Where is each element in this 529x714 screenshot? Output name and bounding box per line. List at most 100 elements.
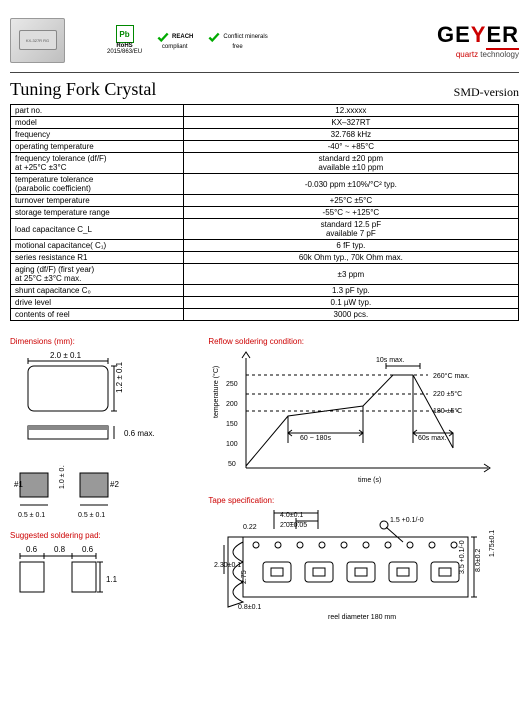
svg-text:time (s): time (s) [358, 477, 381, 484]
logo-tagline: quartz technology [437, 50, 519, 59]
spec-value: -0.030 ppm ±10%/°C² typ. [183, 174, 518, 195]
diagrams-area: Dimensions (mm): 2.0 ± 0.1 1.2 ± 0.1 0.6… [0, 331, 529, 639]
header: KX-327R RG Pb RoHS 2015/863/EU REACH com… [0, 0, 529, 70]
svg-text:200: 200 [226, 401, 238, 408]
spec-value: standard ±20 ppmavailable ±10 ppm [183, 153, 518, 174]
logo-brand: GEYER [437, 22, 519, 50]
dims-heading: Dimensions (mm): [10, 337, 200, 346]
logo: GEYER quartz technology [437, 22, 519, 59]
spec-value: 3000 pcs. [183, 309, 518, 321]
table-row: frequency tolerance (df/F)at +25°C ±3°Cs… [11, 153, 519, 174]
version-label: SMD-version [454, 85, 519, 100]
spec-value: -40° ~ +85°C [183, 141, 518, 153]
tape-drawing: 4.0±0.1 2.0±0.05 0.22 2.30±0.1 2.75 0.8±… [208, 507, 508, 627]
table-row: temperature tolerance(parabolic coeffici… [11, 174, 519, 195]
svg-text:1.0 ± 0.1: 1.0 ± 0.1 [59, 465, 66, 489]
conflict-badge: Conflict minerals free [207, 30, 267, 50]
spec-value: standard 12.5 pFavailable 7 pF [183, 219, 518, 240]
reflow-chart: temperature (°C) time (s) 50 100 150 200… [208, 348, 508, 488]
rohs-badge: Pb RoHS 2015/863/EU [107, 25, 142, 55]
spec-value: ±3 ppm [183, 264, 518, 285]
svg-text:2.30±0.1: 2.30±0.1 [214, 562, 241, 569]
spec-value: 6 fF typ. [183, 240, 518, 252]
rohs-sub: 2015/863/EU [107, 49, 142, 55]
svg-text:180 ±5°C: 180 ±5°C [433, 407, 462, 415]
svg-text:0.6: 0.6 [26, 545, 38, 554]
spec-label: operating temperature [11, 141, 184, 153]
reach-sub: compliant [162, 44, 188, 50]
spec-value: 60k Ohm typ., 70k Ohm max. [183, 252, 518, 264]
svg-text:150: 150 [226, 421, 238, 428]
spec-value: 1.3 pF typ. [183, 285, 518, 297]
spec-label: storage temperature range [11, 207, 184, 219]
table-row: frequency32.768 kHz [11, 129, 519, 141]
chip-label: KX-327R RG [19, 30, 57, 50]
title-row: Tuning Fork Crystal SMD-version [0, 79, 529, 100]
spec-label: turnover temperature [11, 195, 184, 207]
conflict-check-icon: Conflict minerals [207, 30, 267, 44]
svg-text:3.5 +0.1/-0: 3.5 +0.1/-0 [459, 540, 466, 574]
spec-label: motional capacitance( C₁) [11, 240, 184, 252]
table-row: aging (df/F) (first year)at 25°C ±3°C ma… [11, 264, 519, 285]
rohs-icon: Pb [116, 25, 134, 43]
svg-text:10s max.: 10s max. [376, 357, 404, 364]
svg-text:1.5 +0.1/-0: 1.5 +0.1/-0 [390, 517, 424, 524]
spec-label: frequency [11, 129, 184, 141]
spec-label: frequency tolerance (df/F)at +25°C ±3°C [11, 153, 184, 174]
svg-text:#2: #2 [110, 480, 119, 489]
conflict-sub: free [232, 44, 242, 50]
product-image: KX-327R RG [10, 18, 65, 63]
svg-text:0.5 ± 0.1: 0.5 ± 0.1 [78, 512, 105, 519]
dimensions-drawing: 2.0 ± 0.1 1.2 ± 0.1 0.6 max. [10, 348, 180, 463]
spec-label: load capacitance C_L [11, 219, 184, 240]
soldering-pad-drawing: 0.6 0.8 0.6 1.1 [10, 542, 180, 602]
table-row: load capacitance C_Lstandard 12.5 pFavai… [11, 219, 519, 240]
table-row: contents of reel3000 pcs. [11, 309, 519, 321]
pad-heading: Suggested soldering pad: [10, 531, 200, 540]
svg-text:#1: #1 [14, 480, 23, 489]
svg-text:2.75: 2.75 [241, 570, 248, 584]
pad-layout-drawing: #1 #2 1.0 ± 0.1 0.5 ± 0.1 0.5 ± 0.1 [10, 465, 180, 523]
spec-label: series resistance R1 [11, 252, 184, 264]
svg-text:250: 250 [226, 381, 238, 388]
divider [10, 72, 519, 73]
svg-text:temperature (°C): temperature (°C) [212, 366, 220, 418]
spec-value: 0.1 µW typ. [183, 297, 518, 309]
spec-label: contents of reel [11, 309, 184, 321]
spec-value: +25°C ±5°C [183, 195, 518, 207]
reach-check-icon: REACH [156, 30, 193, 44]
spec-value: 32.768 kHz [183, 129, 518, 141]
spec-value: 12.xxxxx [183, 105, 518, 117]
spec-label: part no. [11, 105, 184, 117]
svg-text:50: 50 [228, 461, 236, 468]
svg-text:0.6: 0.6 [82, 545, 94, 554]
svg-text:8.0±0.2: 8.0±0.2 [475, 549, 482, 572]
svg-text:60s max.: 60s max. [418, 435, 446, 442]
spec-label: shunt capacitance C₀ [11, 285, 184, 297]
table-row: drive level0.1 µW typ. [11, 297, 519, 309]
table-row: motional capacitance( C₁)6 fF typ. [11, 240, 519, 252]
table-row: modelKX–327RT [11, 117, 519, 129]
reach-label: REACH [172, 34, 193, 40]
spec-value: KX–327RT [183, 117, 518, 129]
table-row: series resistance R160k Ohm typ., 70k Oh… [11, 252, 519, 264]
svg-text:2.0±0.05: 2.0±0.05 [280, 522, 307, 529]
svg-text:1.75±0.1: 1.75±0.1 [489, 530, 496, 557]
table-row: turnover temperature+25°C ±5°C [11, 195, 519, 207]
badges: Pb RoHS 2015/863/EU REACH compliant Conf… [107, 25, 268, 55]
spec-table: part no.12.xxxxxmodelKX–327RTfrequency32… [10, 104, 519, 321]
spec-label: drive level [11, 297, 184, 309]
table-row: operating temperature-40° ~ +85°C [11, 141, 519, 153]
svg-text:0.8±0.1: 0.8±0.1 [238, 604, 261, 611]
table-row: shunt capacitance C₀1.3 pF typ. [11, 285, 519, 297]
svg-text:220 ±5°C: 220 ±5°C [433, 390, 462, 398]
svg-text:0.8: 0.8 [54, 545, 66, 554]
page-title: Tuning Fork Crystal [10, 79, 156, 100]
spec-label: temperature tolerance(parabolic coeffici… [11, 174, 184, 195]
tape-heading: Tape specification: [208, 496, 519, 505]
svg-text:100: 100 [226, 441, 238, 448]
spec-label: aging (df/F) (first year)at 25°C ±3°C ma… [11, 264, 184, 285]
svg-text:1.1: 1.1 [106, 575, 118, 584]
svg-text:0.6 max.: 0.6 max. [124, 429, 155, 438]
conflict-label: Conflict minerals [223, 34, 267, 40]
